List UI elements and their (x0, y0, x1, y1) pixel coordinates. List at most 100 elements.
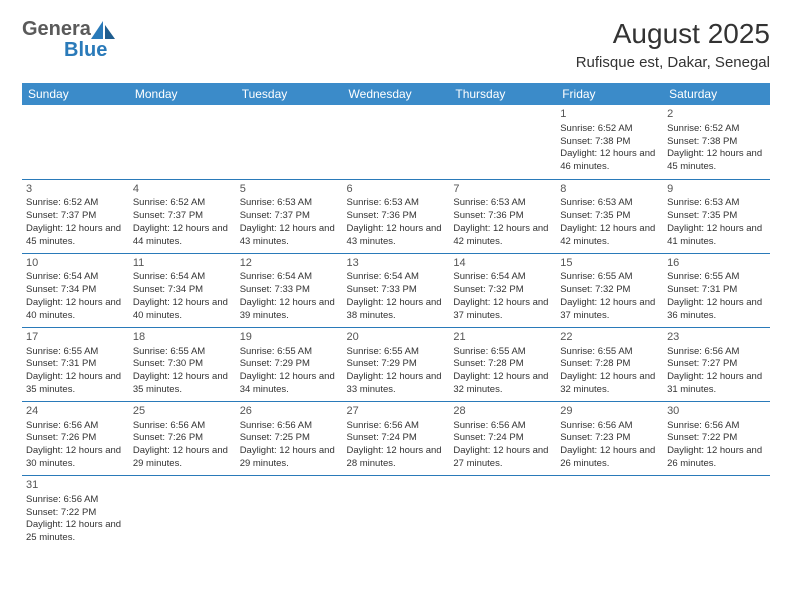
daylight-line: Daylight: 12 hours and 41 minutes. (667, 223, 766, 249)
sunset-line: Sunset: 7:36 PM (453, 210, 552, 223)
calendar-week-row: 10Sunrise: 6:54 AMSunset: 7:34 PMDayligh… (22, 253, 770, 327)
calendar-day-cell (663, 475, 770, 549)
calendar-header-row: SundayMondayTuesdayWednesdayThursdayFrid… (22, 83, 770, 105)
calendar-day-cell (343, 105, 450, 179)
calendar-day-cell: 26Sunrise: 6:56 AMSunset: 7:25 PMDayligh… (236, 401, 343, 475)
day-number: 2 (667, 107, 766, 122)
sunrise-line: Sunrise: 6:56 AM (453, 420, 552, 433)
day-number: 13 (347, 256, 446, 271)
daylight-line: Daylight: 12 hours and 29 minutes. (240, 445, 339, 471)
daylight-line: Daylight: 12 hours and 37 minutes. (453, 297, 552, 323)
sunrise-line: Sunrise: 6:54 AM (26, 271, 125, 284)
title-block: August 2025 Rufisque est, Dakar, Senegal (576, 18, 770, 71)
daylight-line: Daylight: 12 hours and 35 minutes. (26, 371, 125, 397)
calendar-day-cell: 20Sunrise: 6:55 AMSunset: 7:29 PMDayligh… (343, 327, 450, 401)
calendar-day-cell: 14Sunrise: 6:54 AMSunset: 7:32 PMDayligh… (449, 253, 556, 327)
sunrise-line: Sunrise: 6:53 AM (347, 197, 446, 210)
day-number: 16 (667, 256, 766, 271)
calendar-week-row: 1Sunrise: 6:52 AMSunset: 7:38 PMDaylight… (22, 105, 770, 179)
sunset-line: Sunset: 7:29 PM (240, 358, 339, 371)
sunset-line: Sunset: 7:34 PM (26, 284, 125, 297)
day-number: 5 (240, 182, 339, 197)
day-header: Friday (556, 83, 663, 105)
sunset-line: Sunset: 7:31 PM (667, 284, 766, 297)
calendar-day-cell: 23Sunrise: 6:56 AMSunset: 7:27 PMDayligh… (663, 327, 770, 401)
sunrise-line: Sunrise: 6:52 AM (667, 123, 766, 136)
sunrise-line: Sunrise: 6:56 AM (347, 420, 446, 433)
logo-text-blue: Blue (64, 39, 107, 62)
calendar-day-cell: 18Sunrise: 6:55 AMSunset: 7:30 PMDayligh… (129, 327, 236, 401)
calendar-day-cell: 29Sunrise: 6:56 AMSunset: 7:23 PMDayligh… (556, 401, 663, 475)
sunrise-line: Sunrise: 6:52 AM (133, 197, 232, 210)
daylight-line: Daylight: 12 hours and 42 minutes. (560, 223, 659, 249)
calendar-day-cell: 3Sunrise: 6:52 AMSunset: 7:37 PMDaylight… (22, 179, 129, 253)
calendar-day-cell: 31Sunrise: 6:56 AMSunset: 7:22 PMDayligh… (22, 475, 129, 549)
sunrise-line: Sunrise: 6:56 AM (667, 346, 766, 359)
daylight-line: Daylight: 12 hours and 30 minutes. (26, 445, 125, 471)
calendar-day-cell: 19Sunrise: 6:55 AMSunset: 7:29 PMDayligh… (236, 327, 343, 401)
calendar-table: SundayMondayTuesdayWednesdayThursdayFrid… (22, 83, 770, 549)
sunrise-line: Sunrise: 6:56 AM (560, 420, 659, 433)
sunset-line: Sunset: 7:31 PM (26, 358, 125, 371)
daylight-line: Daylight: 12 hours and 38 minutes. (347, 297, 446, 323)
sunrise-line: Sunrise: 6:55 AM (240, 346, 339, 359)
sunset-line: Sunset: 7:33 PM (347, 284, 446, 297)
day-header: Saturday (663, 83, 770, 105)
day-header: Tuesday (236, 83, 343, 105)
daylight-line: Daylight: 12 hours and 43 minutes. (240, 223, 339, 249)
daylight-line: Daylight: 12 hours and 40 minutes. (133, 297, 232, 323)
calendar-day-cell: 27Sunrise: 6:56 AMSunset: 7:24 PMDayligh… (343, 401, 450, 475)
day-header: Wednesday (343, 83, 450, 105)
sunset-line: Sunset: 7:27 PM (667, 358, 766, 371)
day-number: 3 (26, 182, 125, 197)
day-number: 27 (347, 404, 446, 419)
calendar-day-cell: 2Sunrise: 6:52 AMSunset: 7:38 PMDaylight… (663, 105, 770, 179)
sunset-line: Sunset: 7:35 PM (560, 210, 659, 223)
daylight-line: Daylight: 12 hours and 29 minutes. (133, 445, 232, 471)
calendar-day-cell: 9Sunrise: 6:53 AMSunset: 7:35 PMDaylight… (663, 179, 770, 253)
sunrise-line: Sunrise: 6:54 AM (133, 271, 232, 284)
calendar-day-cell: 15Sunrise: 6:55 AMSunset: 7:32 PMDayligh… (556, 253, 663, 327)
daylight-line: Daylight: 12 hours and 27 minutes. (453, 445, 552, 471)
daylight-line: Daylight: 12 hours and 31 minutes. (667, 371, 766, 397)
daylight-line: Daylight: 12 hours and 45 minutes. (667, 148, 766, 174)
day-number: 8 (560, 182, 659, 197)
month-title: August 2025 (576, 18, 770, 50)
day-number: 31 (26, 478, 125, 493)
sunrise-line: Sunrise: 6:55 AM (560, 346, 659, 359)
day-number: 29 (560, 404, 659, 419)
sunset-line: Sunset: 7:33 PM (240, 284, 339, 297)
header: Genera Blue August 2025 Rufisque est, Da… (22, 18, 770, 71)
sunset-line: Sunset: 7:36 PM (347, 210, 446, 223)
calendar-day-cell: 25Sunrise: 6:56 AMSunset: 7:26 PMDayligh… (129, 401, 236, 475)
day-number: 4 (133, 182, 232, 197)
calendar-day-cell (129, 475, 236, 549)
sunset-line: Sunset: 7:24 PM (347, 432, 446, 445)
logo-sail-icon (89, 19, 119, 41)
calendar-day-cell (343, 475, 450, 549)
day-number: 30 (667, 404, 766, 419)
day-number: 18 (133, 330, 232, 345)
sunrise-line: Sunrise: 6:56 AM (240, 420, 339, 433)
daylight-line: Daylight: 12 hours and 26 minutes. (667, 445, 766, 471)
logo-text-general: Genera (22, 18, 91, 41)
calendar-day-cell: 5Sunrise: 6:53 AMSunset: 7:37 PMDaylight… (236, 179, 343, 253)
sunset-line: Sunset: 7:38 PM (667, 136, 766, 149)
day-number: 7 (453, 182, 552, 197)
day-number: 15 (560, 256, 659, 271)
sunset-line: Sunset: 7:38 PM (560, 136, 659, 149)
sunset-line: Sunset: 7:23 PM (560, 432, 659, 445)
day-number: 26 (240, 404, 339, 419)
sunset-line: Sunset: 7:28 PM (453, 358, 552, 371)
daylight-line: Daylight: 12 hours and 37 minutes. (560, 297, 659, 323)
calendar-day-cell: 10Sunrise: 6:54 AMSunset: 7:34 PMDayligh… (22, 253, 129, 327)
sunrise-line: Sunrise: 6:52 AM (26, 197, 125, 210)
calendar-day-cell: 13Sunrise: 6:54 AMSunset: 7:33 PMDayligh… (343, 253, 450, 327)
daylight-line: Daylight: 12 hours and 46 minutes. (560, 148, 659, 174)
daylight-line: Daylight: 12 hours and 42 minutes. (453, 223, 552, 249)
sunrise-line: Sunrise: 6:55 AM (347, 346, 446, 359)
daylight-line: Daylight: 12 hours and 45 minutes. (26, 223, 125, 249)
daylight-line: Daylight: 12 hours and 33 minutes. (347, 371, 446, 397)
sunrise-line: Sunrise: 6:55 AM (453, 346, 552, 359)
calendar-body: 1Sunrise: 6:52 AMSunset: 7:38 PMDaylight… (22, 105, 770, 549)
